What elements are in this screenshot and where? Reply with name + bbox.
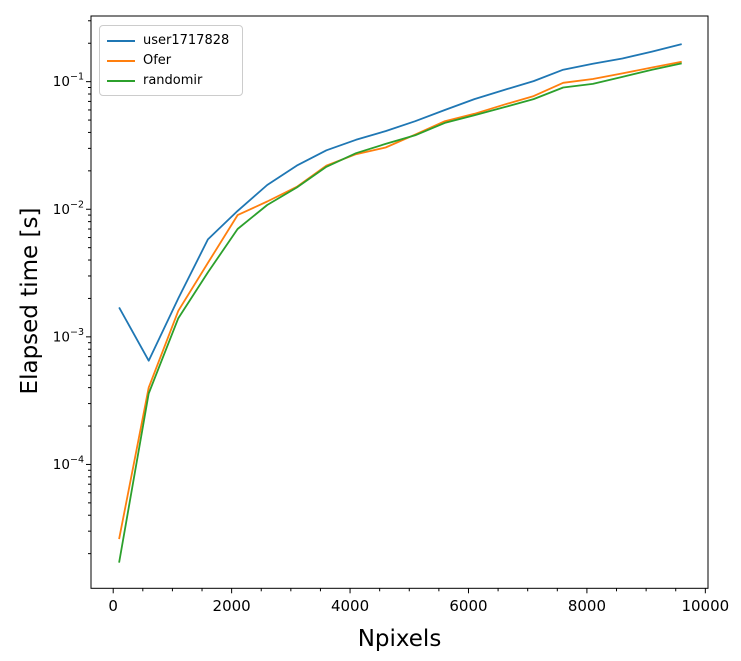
x-tick-label: 10000 — [681, 597, 729, 615]
legend-label: Ofer — [143, 53, 172, 68]
y-tick-label: 10−1 — [53, 72, 84, 91]
series-line-Ofer — [118, 60, 682, 540]
legend-line-sample — [107, 39, 135, 42]
legend: user1717828 Ofer randomir — [99, 25, 244, 96]
legend-entry-user1717828: user1717828 — [107, 33, 229, 48]
legend-line-sample — [107, 79, 135, 82]
x-tick-label: 4000 — [331, 597, 369, 615]
axes-frame — [90, 15, 709, 589]
legend-label: randomir — [143, 73, 203, 88]
x-tick-label: 8000 — [568, 597, 606, 615]
y-tick-label: 10−2 — [53, 199, 84, 218]
x-tick-label: 0 — [108, 597, 118, 615]
legend-entry-Ofer: Ofer — [107, 53, 229, 68]
y-axis-label: Elapsed time [s] — [17, 207, 43, 395]
y-tick-label: 10−3 — [53, 327, 84, 346]
legend-line-sample — [107, 59, 135, 62]
legend-entry-randomir: randomir — [107, 73, 229, 88]
legend-label: user1717828 — [143, 33, 230, 48]
y-tick-label: 10−4 — [53, 454, 84, 473]
series-line-user1717828 — [118, 43, 682, 362]
x-tick-label: 6000 — [449, 597, 487, 615]
series-line-randomir — [118, 62, 682, 563]
x-axis-label: Npixels — [357, 626, 442, 652]
x-tick-label: 2000 — [213, 597, 251, 615]
